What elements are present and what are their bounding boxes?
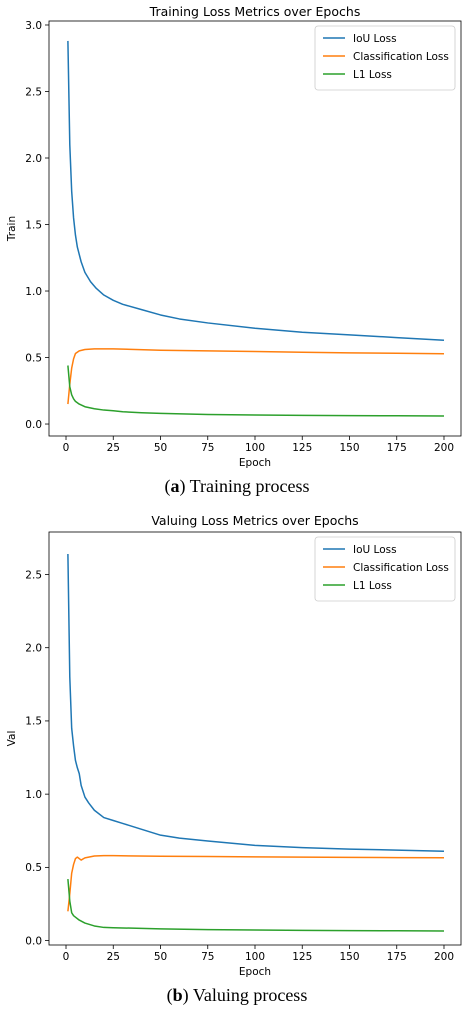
legend-label-l1-loss: L1 Loss: [353, 69, 392, 81]
x-tick-label: 50: [154, 951, 167, 963]
chart-title: Training Loss Metrics over Epochs: [149, 4, 361, 19]
x-tick-label: 150: [339, 951, 359, 963]
series-line-l1-loss: [67, 365, 444, 417]
series-line-classification-loss: [67, 348, 444, 405]
y-tick-label: 0.0: [25, 935, 42, 947]
y-tick-label: 0.5: [25, 352, 42, 364]
caption-a-letter: a: [170, 476, 180, 496]
chart-valuing: 0 25 50 75 100 125 150 175 200 0.0 0.5 1.0 1.5 2.0 2.5…: [6, 513, 462, 978]
x-tick-label: 0: [63, 951, 70, 963]
legend: IoU Loss Classification Loss L1 Loss: [314, 536, 456, 602]
x-tick-label: 25: [107, 951, 120, 963]
y-tick-label: 0.5: [25, 862, 42, 874]
legend-label-iou-loss: IoU Loss: [353, 33, 397, 45]
x-tick-label: 200: [434, 442, 454, 454]
x-tick-label: 150: [339, 442, 359, 454]
series-line-l1-loss: [67, 879, 444, 932]
x-tick-label: 0: [63, 442, 70, 454]
y-axis-label: Train: [6, 216, 18, 242]
x-tick-label: 125: [292, 951, 312, 963]
legend-label-classification-loss: Classification Loss: [353, 562, 449, 574]
legend-label-iou-loss: IoU Loss: [353, 544, 397, 556]
caption-a: (a) Training process: [164, 476, 310, 496]
x-tick-label: 75: [201, 442, 214, 454]
legend-label-classification-loss: Classification Loss: [353, 51, 449, 63]
x-tick-label: 175: [387, 951, 407, 963]
legend: IoU Loss Classification Loss L1 Loss: [314, 25, 456, 91]
x-tick-label: 200: [434, 951, 454, 963]
y-tick-label: 1.0: [25, 286, 42, 298]
legend-box: [314, 536, 456, 602]
chart-title: Valuing Loss Metrics over Epochs: [151, 513, 358, 528]
x-axis-label: Epoch: [239, 966, 271, 978]
y-tick-label: 2.0: [25, 642, 42, 654]
caption-b: (b) Valuing process: [166, 985, 308, 1005]
x-tick-label: 100: [245, 951, 265, 963]
y-tick-label: 1.5: [25, 219, 42, 231]
x-tick-label: 50: [154, 442, 167, 454]
y-axis-label: Val: [6, 731, 18, 747]
series-line-classification-loss: [67, 854, 444, 912]
legend-label-l1-loss: L1 Loss: [353, 580, 392, 592]
caption-b-text: Valuing process: [192, 985, 308, 1005]
series-line-iou-loss: [67, 40, 445, 341]
x-tick-label: 100: [245, 442, 265, 454]
x-tick-label: 175: [387, 442, 407, 454]
caption-a-text: Training process: [189, 476, 310, 496]
y-tick-label: 1.0: [25, 789, 42, 801]
legend-box: [314, 25, 456, 91]
x-axis-label: Epoch: [239, 457, 271, 469]
y-tick-label: 1.5: [25, 716, 42, 728]
x-tick-label: 25: [107, 442, 120, 454]
y-tick-label: 2.0: [25, 153, 42, 165]
chart-training: 0 25 50 75 100 125 150 175 200 0.0 0.5 1.0 1.5 2.0 2.5…: [6, 4, 462, 469]
y-tick-label: 2.5: [25, 86, 42, 98]
y-tick-label: 3.0: [25, 20, 42, 32]
y-tick-label: 2.5: [25, 569, 42, 581]
series-line-iou-loss: [67, 553, 445, 853]
y-tick-label: 0.0: [25, 419, 42, 431]
x-tick-label: 125: [292, 442, 312, 454]
x-tick-label: 75: [201, 951, 214, 963]
caption-b-letter: b: [172, 985, 183, 1005]
